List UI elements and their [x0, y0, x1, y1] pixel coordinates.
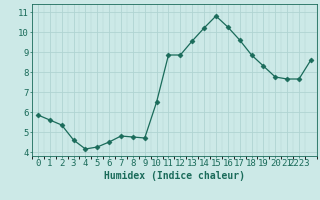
- X-axis label: Humidex (Indice chaleur): Humidex (Indice chaleur): [104, 171, 245, 181]
